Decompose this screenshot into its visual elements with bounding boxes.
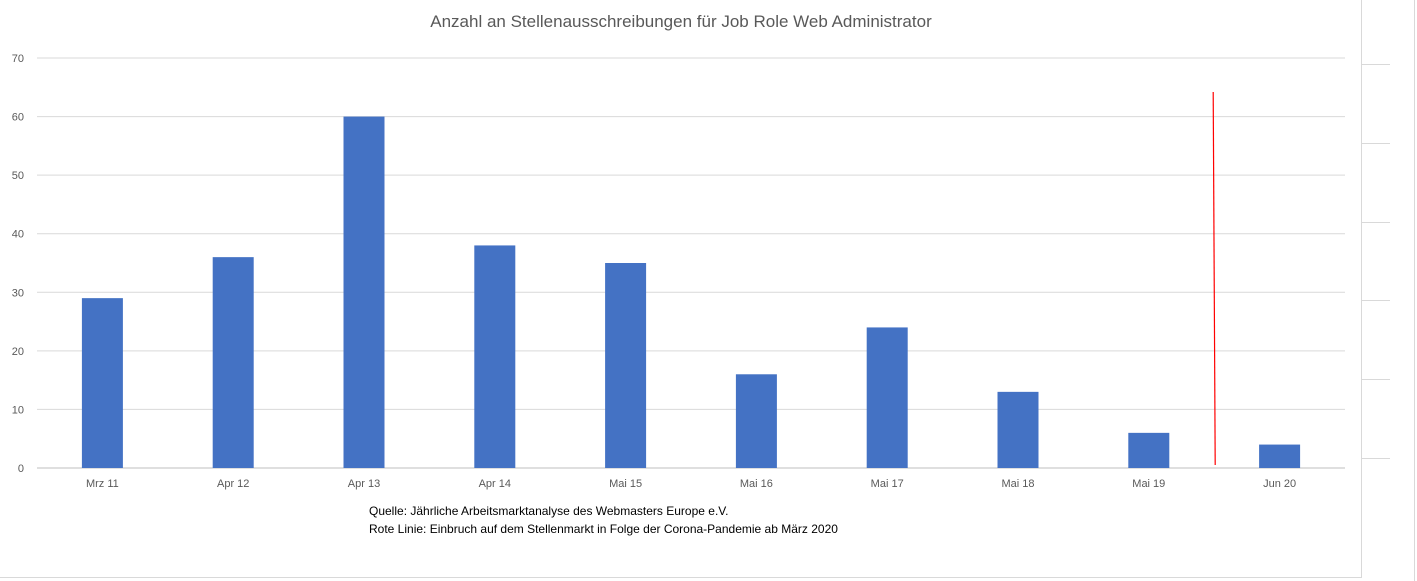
side-divider <box>1362 379 1390 380</box>
bar <box>343 116 385 469</box>
bar <box>997 391 1039 468</box>
bar <box>81 298 123 468</box>
x-tick-label: Mai 19 <box>1132 478 1165 490</box>
x-tick-label: Apr 13 <box>348 478 380 490</box>
bar-chart-plot: 0 10 20 30 40 50 60 70 Mrz 11 Apr 12 Apr 13 Apr 14… <box>12 53 1345 490</box>
side-divider <box>1362 300 1390 301</box>
bar <box>735 374 777 468</box>
side-divider <box>1362 143 1390 144</box>
bar <box>1128 432 1170 468</box>
chart-area: Anzahl an Stellenausschreibungen für Job… <box>0 0 1362 578</box>
red-marker-line-group <box>1212 91 1216 466</box>
red-marker-line <box>1212 91 1216 466</box>
bar <box>866 327 908 468</box>
y-axis-ticks: 0 10 20 30 40 50 60 70 <box>12 53 24 475</box>
x-tick-label: Apr 14 <box>479 478 511 490</box>
side-divider <box>1362 458 1390 459</box>
y-tick-label: 20 <box>12 346 24 358</box>
y-tick-label: 70 <box>12 53 24 65</box>
x-tick-label: Jun 20 <box>1263 478 1296 490</box>
side-panel <box>1362 0 1417 581</box>
y-tick-label: 40 <box>12 229 24 241</box>
x-tick-label: Mai 16 <box>740 478 773 490</box>
y-tick-label: 0 <box>18 463 24 475</box>
chart-title: Anzahl an Stellenausschreibungen für Job… <box>430 12 932 31</box>
y-tick-label: 50 <box>12 170 24 182</box>
bar <box>1259 444 1301 468</box>
x-tick-label: Mai 18 <box>1001 478 1034 490</box>
y-tick-label: 60 <box>12 112 24 124</box>
side-divider <box>1362 64 1390 65</box>
source-note: Quelle: Jährliche Arbeitsmarktanalyse de… <box>369 504 729 518</box>
x-tick-label: Mai 15 <box>609 478 642 490</box>
y-tick-label: 30 <box>12 287 24 299</box>
chart-notes: Quelle: Jährliche Arbeitsmarktanalyse de… <box>369 502 838 538</box>
bar <box>605 263 647 468</box>
x-tick-label: Mrz 11 <box>86 478 119 490</box>
x-axis-ticks: Mrz 11 Apr 12 Apr 13 Apr 14 Mai 15 Mai 16 Mai … <box>86 478 1296 490</box>
bar <box>212 257 254 468</box>
window-edge <box>1414 0 1415 581</box>
bar <box>474 245 516 468</box>
bars <box>81 116 1301 469</box>
x-tick-label: Mai 17 <box>871 478 904 490</box>
side-divider <box>1362 222 1390 223</box>
red-line-note: Rote Linie: Einbruch auf dem Stellenmark… <box>369 522 838 536</box>
x-tick-label: Apr 12 <box>217 478 249 490</box>
y-tick-label: 10 <box>12 404 24 416</box>
gridlines <box>37 57 1345 469</box>
